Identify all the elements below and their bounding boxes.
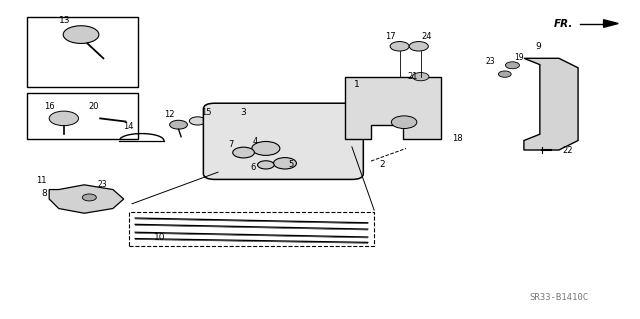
Text: 4: 4	[252, 137, 258, 146]
Circle shape	[392, 116, 417, 129]
Text: 6: 6	[250, 163, 256, 172]
Text: 12: 12	[164, 110, 175, 119]
Circle shape	[83, 194, 97, 201]
Text: 14: 14	[124, 122, 134, 130]
Circle shape	[252, 141, 280, 155]
Text: 3: 3	[241, 108, 246, 117]
Text: 7: 7	[228, 140, 234, 150]
Circle shape	[273, 158, 296, 169]
Circle shape	[412, 72, 429, 81]
Text: 22: 22	[562, 145, 573, 154]
Polygon shape	[49, 185, 124, 213]
Text: 18: 18	[452, 134, 462, 143]
Text: 13: 13	[60, 16, 71, 25]
Circle shape	[49, 111, 79, 126]
Text: 19: 19	[514, 53, 524, 62]
Text: SR33-B1410C: SR33-B1410C	[529, 293, 589, 302]
Text: 23: 23	[97, 180, 107, 189]
Text: 21: 21	[407, 72, 418, 81]
Circle shape	[63, 26, 99, 43]
Polygon shape	[604, 20, 618, 27]
Text: 23: 23	[486, 57, 495, 66]
Bar	[27, 93, 138, 139]
Circle shape	[189, 117, 206, 125]
Circle shape	[499, 71, 511, 77]
Text: 1: 1	[354, 80, 360, 89]
Text: 16: 16	[44, 102, 54, 111]
Circle shape	[506, 62, 520, 69]
Circle shape	[233, 147, 254, 158]
Text: 5: 5	[289, 160, 294, 169]
Circle shape	[409, 41, 428, 51]
Text: 20: 20	[88, 102, 99, 111]
FancyBboxPatch shape	[204, 103, 364, 179]
Text: 9: 9	[536, 42, 541, 51]
Circle shape	[257, 161, 274, 169]
Bar	[27, 17, 138, 87]
Text: 10: 10	[154, 233, 165, 242]
Text: 24: 24	[422, 32, 432, 41]
Circle shape	[170, 120, 188, 129]
Text: FR.: FR.	[554, 19, 573, 28]
Text: 11: 11	[36, 176, 46, 185]
Polygon shape	[524, 58, 578, 150]
Text: 15: 15	[202, 108, 212, 117]
Text: 8: 8	[42, 189, 47, 198]
Polygon shape	[346, 77, 441, 139]
Circle shape	[390, 41, 409, 51]
Text: 17: 17	[385, 32, 396, 41]
Bar	[129, 212, 374, 247]
Text: 2: 2	[380, 160, 385, 169]
